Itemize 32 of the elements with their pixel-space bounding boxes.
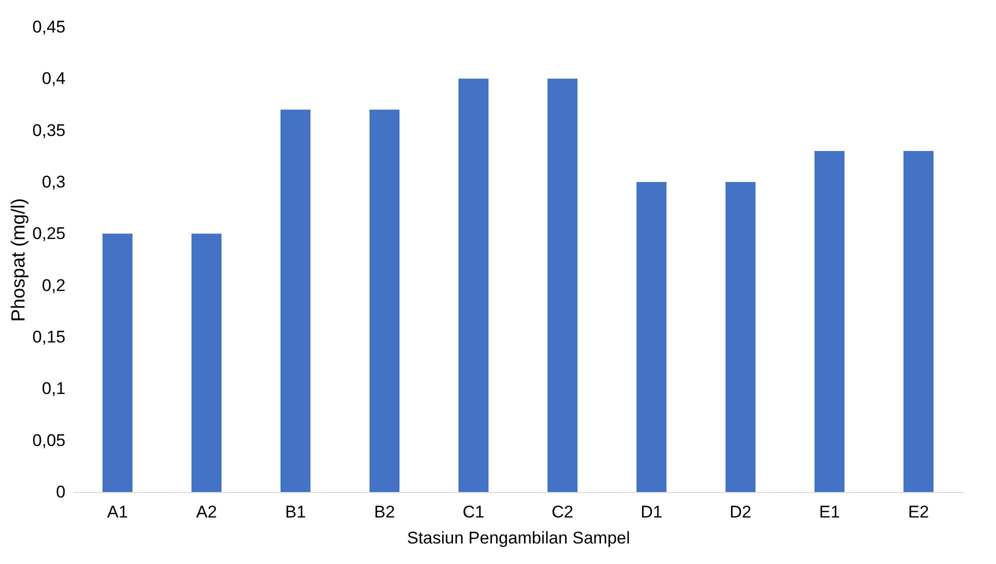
bar	[814, 151, 844, 492]
x-tick-label: B2	[374, 502, 395, 522]
y-axis-title: Phospat (mg/l)	[8, 198, 30, 322]
y-tick-label: 0,15	[32, 328, 66, 346]
bar	[636, 182, 666, 492]
bar	[370, 110, 400, 492]
y-tick-label: 0,45	[32, 18, 66, 36]
x-tick-label: B1	[285, 502, 306, 522]
x-tick-label: A2	[196, 502, 217, 522]
x-axis-title: Stasiun Pengambilan Sampel	[406, 528, 630, 548]
y-tick-label: 0,25	[32, 224, 66, 244]
bar	[726, 182, 756, 492]
y-tick-label: 0,4	[42, 69, 66, 88]
bar	[102, 234, 132, 492]
bar	[192, 234, 222, 492]
x-tick-label: E2	[908, 502, 929, 522]
y-tick-label: 0	[56, 482, 66, 502]
bar	[458, 78, 488, 492]
bar	[904, 151, 934, 492]
x-tick-label: D1	[640, 502, 662, 522]
y-tick-label: 0,3	[42, 172, 66, 192]
y-tick-label: 0,35	[32, 120, 66, 140]
y-tick-label: 0,05	[32, 430, 66, 450]
y-tick-label: 0,1	[42, 379, 66, 398]
bar	[280, 110, 310, 492]
y-tick-label: 0,2	[42, 276, 66, 295]
x-tick-label: E1	[819, 502, 840, 522]
bar	[548, 78, 578, 492]
x-tick-label: C1	[462, 502, 484, 522]
x-tick-label: A1	[107, 502, 128, 522]
x-tick-label: C2	[552, 502, 574, 522]
x-tick-label: D2	[730, 502, 752, 522]
